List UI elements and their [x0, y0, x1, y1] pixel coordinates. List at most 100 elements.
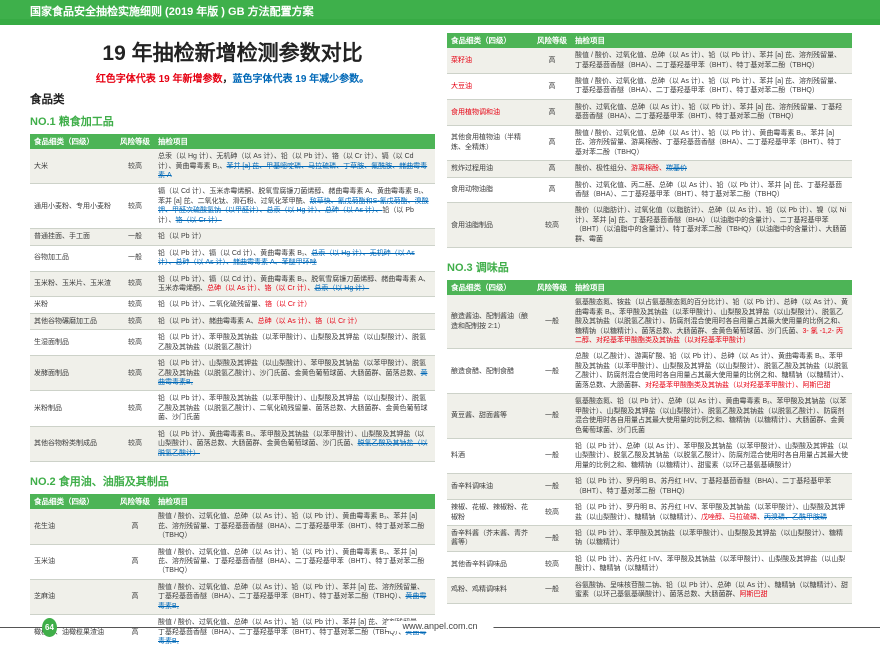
food-category-cell: 辣椒、花椒、辣椒粉、花椒粉 [447, 499, 533, 526]
item-text: 酸价、过氧化值、总砷（以 As 计）、铅（以 Pb 计）、苯并 [a] 芘、溶剂… [575, 103, 843, 121]
table-row: 玉米油高酸值 / 酸价、过氧化值、总砷（以 As 计）、铅（以 Pb 计）、黄曲… [30, 544, 435, 580]
item-text: 酸价、过氧化值、丙二醛、总砷（以 As 计）、铅（以 Pb 计）、苯并 [a] … [575, 181, 843, 198]
item-text-removed: 羰基价 [666, 165, 687, 173]
item-text: 氨基酸态氮、铅（以 Pb 计）、总砷（以 As 计）、黄曲霉毒素 B₁、苯甲酸及… [575, 398, 847, 434]
inspection-items-cell: 总汞（以 Hg 计）、无机砷（以 As 计）、铅（以 Pb 计）、铬（以 Cr … [154, 149, 435, 185]
inspection-items-cell: 酸值 / 酸价、过氧化值、总砷（以 As 计）、铅（以 Pb 计）、苯并 [a]… [154, 614, 435, 649]
food-category-cell: 菜籽油 [447, 48, 533, 75]
item-text-added: 总砷（以 As 计）、铬（以 Cr 计）、 [207, 284, 315, 292]
risk-level-cell: 高 [533, 73, 571, 100]
food-category-cell: 大豆油 [447, 73, 533, 100]
food-category-cell: 米粉 [30, 296, 116, 314]
legend-new-text: 红色字体代表 19 年新增参数 [95, 74, 223, 85]
col-header-inspection-items: 抽检项目 [571, 280, 852, 296]
inspection-items-cell: 镉（以 Cd 计）、玉米赤霉烯酮、脱氧雪腐镰刀菌烯醇、赭曲霉毒素 A、黄曲霉毒素… [154, 183, 435, 230]
food-category-cell: 普通挂面、手工面 [30, 228, 116, 246]
table-row: 食用动物油脂高酸价、过氧化值、丙二醛、总砷（以 As 计）、铅（以 Pb 计）、… [447, 177, 852, 204]
table-row: 生湿面制品 较高 铅（以 Pb 计）、苯甲酸及其钠盐（以苯甲酸计）、山梨酸及其钾盐（… [30, 329, 435, 357]
item-text: 铅（以 Pb 计）、苯甲酸及其钠盐（以苯甲酸计）、山梨酸及其钾盐（以山梨酸计）、… [575, 530, 843, 547]
item-text: 铅（以 Pb 计）、总砷（以 As 计）、苯甲酸及其钠盐（以苯甲酸计）、山梨酸及… [575, 442, 849, 469]
risk-level-cell: 高 [533, 48, 571, 75]
legend: 红色字体代表 19 年新增参数，蓝色字体代表 19 年减少参数。 [30, 70, 435, 85]
table-row: 米粉制品 较高 铅（以 Pb 计）、苯甲酸及其钠盐（以苯甲酸计）、山梨酸及其钾盐（以… [30, 390, 435, 427]
food-category-cell: 食用植物调和油 [447, 99, 533, 126]
inspection-items-cell: 铅（以 Pb 计）、赭曲霉毒素 A、总砷（以 As 计）、铬（以 Cr 计） [154, 313, 435, 331]
item-text-added: 戊唑醇、马拉硫磷、 [701, 513, 764, 521]
col-header-risk-level: 风险等级 [116, 494, 154, 510]
table-header-row: 食品细类（四级） 风险等级 抽检项目 [447, 280, 852, 296]
item-text-added: 游离棉酚、 [631, 165, 666, 173]
item-text-added: 总砷（以 As 计）、铬（以 Cr 计） [257, 317, 362, 325]
table-row: 其他谷物粉类制成品 较高 铅（以 Pb 计）、黄曲霉毒素 B₁、苯甲酸及其钠盐（以苯… [30, 426, 435, 463]
item-text: 酸值 / 酸价、过氧化值、总砷（以 As 计）、铅（以 Pb 计）、苯并 [a]… [158, 583, 425, 601]
col-header-food-category: 食品细类（四级） [30, 494, 116, 510]
food-category-cell: 发酵面制品 [30, 355, 116, 392]
col-header-food-category: 食品细类（四级） [447, 280, 533, 296]
inspection-items-cell: 氨基酸态氮、铵盐（以占氨基酸态氮的百分比计）、铅（以 Pb 计）、总砷（以 As… [571, 295, 852, 350]
item-text-added: 对羟基苯甲酸酯类及其钠盐（以对羟基苯甲酸计）、阿斯巴甜 [645, 381, 831, 389]
col-header-risk-level: 风险等级 [533, 33, 571, 49]
col-header-inspection-items: 抽检项目 [571, 33, 852, 49]
food-category-cell: 食用油脂制品 [447, 202, 533, 249]
food-category-cell: 谷物加工品 [30, 245, 116, 272]
food-category-cell: 煎炸过程用油 [447, 160, 533, 178]
inspection-items-cell: 铅（以 Pb 计）、苯甲酸及其钠盐（以苯甲酸计）、山梨酸及其钾盐（以山梨酸计）、… [154, 390, 435, 427]
risk-level-cell: 较高 [116, 355, 154, 392]
item-text: 铅（以 Pb 计）、镉（以 Cd 计）、黄曲霉毒素 B₁、 [158, 249, 312, 257]
table-row: 大豆油高酸值 / 酸价、过氧化值、总砷（以 As 计）、铅（以 Pb 计）、苯并… [447, 73, 852, 100]
item-text: 铅（以 Pb 计）、 [158, 207, 414, 224]
footer-website: www.anpel.com.cn [386, 621, 494, 631]
item-text-removed: 总汞（以 Hg 计）、无机砷（以 As 计）、总砷（以 As 计）、赭曲霉毒素 … [158, 249, 415, 267]
item-text: 酸值 / 酸价、过氧化值、总砷（以 As 计）、铅（以 Pb 计）、苯并 [a]… [575, 78, 842, 95]
item-text: 酸价（以脂肪计）、过氧化值（以脂肪计）、总砷（以 As 计）、铅（以 Pb 计）… [575, 207, 847, 243]
inspection-items-cell: 铅（以 Pb 计）、总砷（以 As 计）、苯甲酸及其钠盐（以苯甲酸计）、山梨酸及… [571, 438, 852, 475]
food-category-cell: 通用小麦粉、专用小麦粉 [30, 183, 116, 230]
risk-level-cell: 一般 [533, 393, 571, 439]
food-category-cell: 酿造酱油、配制酱油（酿造和配制按 2:1） [447, 295, 533, 350]
item-text: 总汞（以 Hg 计）、无机砷（以 As 计）、铅（以 Pb 计）、铬（以 Cr … [158, 153, 414, 170]
table-row: 辣椒、花椒、辣椒粉、花椒粉 较高 铅（以 Pb 计）、罗丹明 B、苏丹红 I-IV、… [447, 499, 852, 526]
inspection-items-cell: 铅（以 Pb 计）、黄曲霉毒素 B₁、苯甲酸及其钠盐（以苯甲酸计）、山梨酸及其钾… [154, 426, 435, 463]
food-category-cell: 酿造食醋、配制食醋 [447, 348, 533, 395]
risk-level-cell: 一般 [533, 438, 571, 475]
item-text: 铅（以 Pb 计）、二氧化硫残留量、 [158, 301, 265, 309]
inspection-items-cell: 酸值 / 酸价、过氧化值、总砷（以 As 计）、铅（以 Pb 计）、黄曲霉毒素 … [154, 544, 435, 580]
item-text: 铅（以 Pb 计）、镉（以 Cd 计）、黄曲霉毒素 B₁、脱氧雪腐镰刀菌烯醇、赭… [158, 275, 430, 292]
category-label: 食品类 [30, 94, 65, 106]
item-text-added: 铬（以 Cr 计） [264, 301, 312, 309]
page-number-badge: 64 [42, 618, 57, 637]
risk-level-cell: 高 [116, 509, 154, 545]
risk-level-cell: 较高 [533, 551, 571, 578]
item-text-removed: 丙溴磷、乙酰甲胺磷 [764, 513, 827, 521]
risk-level-cell: 较高 [116, 296, 154, 314]
inspection-items-cell: 酸价（以脂肪计）、过氧化值（以脂肪计）、总砷（以 As 计）、铅（以 Pb 计）… [571, 202, 852, 249]
risk-level-cell: 较高 [533, 499, 571, 526]
item-text-removed: 苯并 [a] 芘、甲基嘧啶磷、马拉硫磷、丁草胺、氟酰胺、赭曲霉毒素 A [158, 162, 428, 179]
section-title: NO.3 调味品 [447, 262, 509, 275]
inspection-items-cell: 铅（以 Pb 计）、罗丹明 B、苏丹红 I-IV、丁基羟基茴香醚（BHA）、二丁… [571, 473, 852, 501]
food-category-cell: 其他食用植物油（半精炼、全精炼） [447, 125, 533, 162]
risk-level-cell: 较高 [116, 313, 154, 331]
inspection-items-cell: 酸价、过氧化值、总砷（以 As 计）、铅（以 Pb 计）、苯并 [a] 芘、溶剂… [571, 99, 852, 126]
table-row: 鸡粉、鸡精调味料 一般 谷氨酸钠、呈味核苷酸二钠、铅（以 Pb 计）、总砷（以 As… [447, 577, 852, 604]
item-text: 铅（以 Pb 计）、罗丹明 B、苏丹红 I-IV、丁基羟基茴香醚（BHA）、二丁… [575, 478, 832, 495]
inspection-items-cell: 铅（以 Pb 计）、镉（以 Cd 计）、黄曲霉毒素 B₁、总汞（以 Hg 计）、… [154, 245, 435, 272]
risk-level-cell: 一般 [116, 245, 154, 272]
risk-level-cell: 一般 [533, 577, 571, 604]
table-row: 普通挂面、手工面 一般 铅（以 Pb 计） [30, 228, 435, 246]
banner-title: 国家食品安全抽检实施细则 (2019 年版 ) GB 方法配置方案 [30, 6, 314, 18]
food-category-cell: 其他谷物碾磨加工品 [30, 313, 116, 331]
table-row: 料酒 一般 铅（以 Pb 计）、总砷（以 As 计）、苯甲酸及其钠盐（以苯甲酸计）、… [447, 438, 852, 475]
item-text: 酸值 / 酸价、过氧化值、总砷（以 As 计）、铅（以 Pb 计）、黄曲霉毒素 … [158, 513, 425, 540]
food-category-cell: 生湿面制品 [30, 329, 116, 357]
inspection-items-cell: 铅（以 Pb 计）、苏丹红 I-IV、苯甲酸及其钠盐（以苯甲酸计）、山梨酸及其钾… [571, 551, 852, 578]
food-category-cell: 米粉制品 [30, 390, 116, 427]
inspection-items-cell: 酸值 / 酸价、过氧化值、总砷（以 As 计）、铅（以 Pb 计）、苯并 [a]… [571, 48, 852, 75]
table-row: 其他香辛料调味品 较高 铅（以 Pb 计）、苏丹红 I-IV、苯甲酸及其钠盐（以苯甲… [447, 551, 852, 578]
col-header-food-category: 食品细类（四级） [30, 134, 116, 150]
table-row: 橄榄油、油橄榄果渣油高酸值 / 酸价、过氧化值、总砷（以 As 计）、铅（以 P… [30, 614, 435, 649]
params-table: 食品细类（四级） 风险等级 抽检项目 花生油高酸值 / 酸价、过氧化值、总砷（以 As… [30, 494, 435, 649]
inspection-items-cell: 氨基酸态氮、铅（以 Pb 计）、总砷（以 As 计）、黄曲霉毒素 B₁、苯甲酸及… [571, 393, 852, 439]
item-text-removed: 敌草快、氰戊菊酯和S-氰戊菊酯、溴酸钾、甲醛次硫酸氢钠（以甲醛计）、总汞（以 H… [158, 197, 429, 215]
